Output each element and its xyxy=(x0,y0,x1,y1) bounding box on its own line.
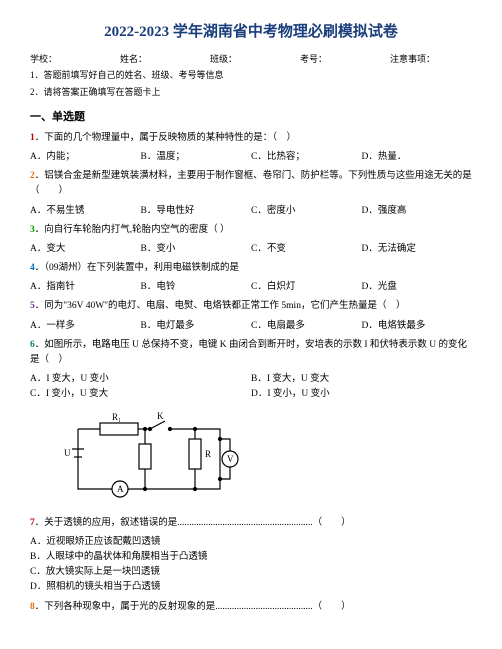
options-7: A．近视眼矫正应该配戴凹透镜 B．人眼球中的晶状体和角膜相当于凸透镜 C．放大镜… xyxy=(30,535,472,596)
instruction-2: 2．请将答案正确填写在答题卡上 xyxy=(30,85,472,99)
q1-opt-c: C．比热容； xyxy=(251,150,362,165)
notes-field: 注意事项： xyxy=(390,52,472,66)
qtext-6: ．如图所示，电路电压 U 总保持不变，电键 K 由闭合到断开时，安培表的示数 I… xyxy=(30,340,467,365)
options-1: A．内能； B．温度； C．比热容； D．热量． xyxy=(30,150,472,165)
q7-opt-d: D．照相机的镜头相当于凸透镜 xyxy=(30,580,472,595)
qtext-3: ．向自行车轮胎内打气,轮胎内空气的密度（ ） xyxy=(35,225,230,235)
q7-opt-a: A．近视眼矫正应该配戴凹透镜 xyxy=(30,535,472,550)
q7-opt-b: B．人眼球中的晶状体和角膜相当于凸透镜 xyxy=(30,550,472,565)
qtext-1: ．下面的几个物理量中，属于反映物质的某种特性的是：（ ） xyxy=(35,133,296,143)
q4-opt-d: D．光盘 xyxy=(362,280,473,295)
circuit-diagram: U A R₁ K R V xyxy=(60,409,472,510)
q3-opt-c: C．不变 xyxy=(251,242,362,257)
label-r: R xyxy=(205,449,211,459)
qtext-2: ．铝镁合金是新型建筑装潢材料，主要用于制作窗框、卷帘门、防护栏等。下列性质与这些… xyxy=(30,171,481,196)
q5-opt-c: C．电扇最多 xyxy=(251,319,362,334)
question-7: 7．关于透镜的应用，叙述错误的是........................… xyxy=(30,516,472,531)
q3-opt-b: B．变小 xyxy=(141,242,252,257)
q4-opt-b: B．电铃 xyxy=(141,280,252,295)
label-a: A xyxy=(117,484,124,494)
q4-opt-c: C．白炽灯 xyxy=(251,280,362,295)
q7-opt-c: C．放大镜实际上是一块凹透镜 xyxy=(30,565,472,580)
circuit-svg: U A R₁ K R V xyxy=(60,409,240,504)
options-6: A．I 变大，U 变小 B．I 变大，U 变大 C．I 变小，U 变大 D．I … xyxy=(30,372,472,402)
question-3: 3．向自行车轮胎内打气,轮胎内空气的密度（ ） xyxy=(30,223,472,238)
q6-opt-b: B．I 变大，U 变大 xyxy=(251,372,472,387)
q2-opt-a: A．不易生锈 xyxy=(30,204,141,219)
section-1-title: 一、单选题 xyxy=(30,109,472,127)
exam-title: 2022-2023 学年湖南省中考物理必刷模拟试卷 xyxy=(30,20,472,44)
q6-opt-a: A．I 变大，U 变小 xyxy=(30,372,251,387)
q6-opt-c: C．I 变小，U 变大 xyxy=(30,387,251,402)
label-u: U xyxy=(64,448,71,458)
qtext-4: ．（09湖州）在下列装置中，利用电磁铁制成的是 xyxy=(35,263,239,273)
class-field: 班级： xyxy=(210,52,292,66)
school-field: 学校： xyxy=(30,52,112,66)
q2-opt-d: D．强度高 xyxy=(362,204,473,219)
q2-opt-b: B．导电性好 xyxy=(141,204,252,219)
options-4: A．指南针 B．电铃 C．白炽灯 D．光盘 xyxy=(30,280,472,295)
options-2: A．不易生锈 B．导电性好 C．密度小 D．强度高 xyxy=(30,204,472,219)
q1-opt-b: B．温度； xyxy=(141,150,252,165)
label-r1: R₁ xyxy=(112,412,121,422)
question-1: 1．下面的几个物理量中，属于反映物质的某种特性的是：（ ） xyxy=(30,131,472,146)
qtext-7: ．关于透镜的应用，叙述错误的是.........................… xyxy=(35,518,351,528)
name-field: 姓名： xyxy=(120,52,202,66)
q5-opt-d: D．电烙铁最多 xyxy=(362,319,473,334)
question-8: 8．下列各种现象中，属于光的反射现象的是....................… xyxy=(30,600,472,615)
q6-opt-d: D．I 变小，U 变小 xyxy=(251,387,472,402)
q3-opt-a: A．变大 xyxy=(30,242,141,257)
question-2: 2．铝镁合金是新型建筑装潢材料，主要用于制作窗框、卷帘门、防护栏等。下列性质与这… xyxy=(30,169,472,199)
instruction-1: 1．答题前填写好自己的姓名、班级、考号等信息 xyxy=(30,68,472,82)
q5-opt-b: B．电灯最多 xyxy=(141,319,252,334)
q1-opt-d: D．热量． xyxy=(362,150,473,165)
label-v: V xyxy=(227,454,234,464)
q1-opt-a: A．内能； xyxy=(30,150,141,165)
qtext-8: ．下列各种现象中，属于光的反射现象的是.....................… xyxy=(35,602,351,612)
label-k: K xyxy=(157,411,164,421)
question-5: 5．同为"36V 40W"的电灯、电扇、电熨、电烙铁都正常工作 5min，它们产… xyxy=(30,299,472,314)
q2-opt-c: C．密度小 xyxy=(251,204,362,219)
student-info-row: 学校： 姓名： 班级： 考号： 注意事项： xyxy=(30,52,472,66)
q5-opt-a: A．一样多 xyxy=(30,319,141,334)
question-4: 4．（09湖州）在下列装置中，利用电磁铁制成的是 xyxy=(30,261,472,276)
qtext-5: ．同为"36V 40W"的电灯、电扇、电熨、电烙铁都正常工作 5min，它们产生… xyxy=(35,301,406,311)
options-3: A．变大 B．变小 C．不变 D．无法确定 xyxy=(30,242,472,257)
q4-opt-a: A．指南针 xyxy=(30,280,141,295)
options-5: A．一样多 B．电灯最多 C．电扇最多 D．电烙铁最多 xyxy=(30,319,472,334)
examno-field: 考号： xyxy=(300,52,382,66)
q3-opt-d: D．无法确定 xyxy=(362,242,473,257)
question-6: 6．如图所示，电路电压 U 总保持不变，电键 K 由闭合到断开时，安培表的示数 … xyxy=(30,338,472,368)
